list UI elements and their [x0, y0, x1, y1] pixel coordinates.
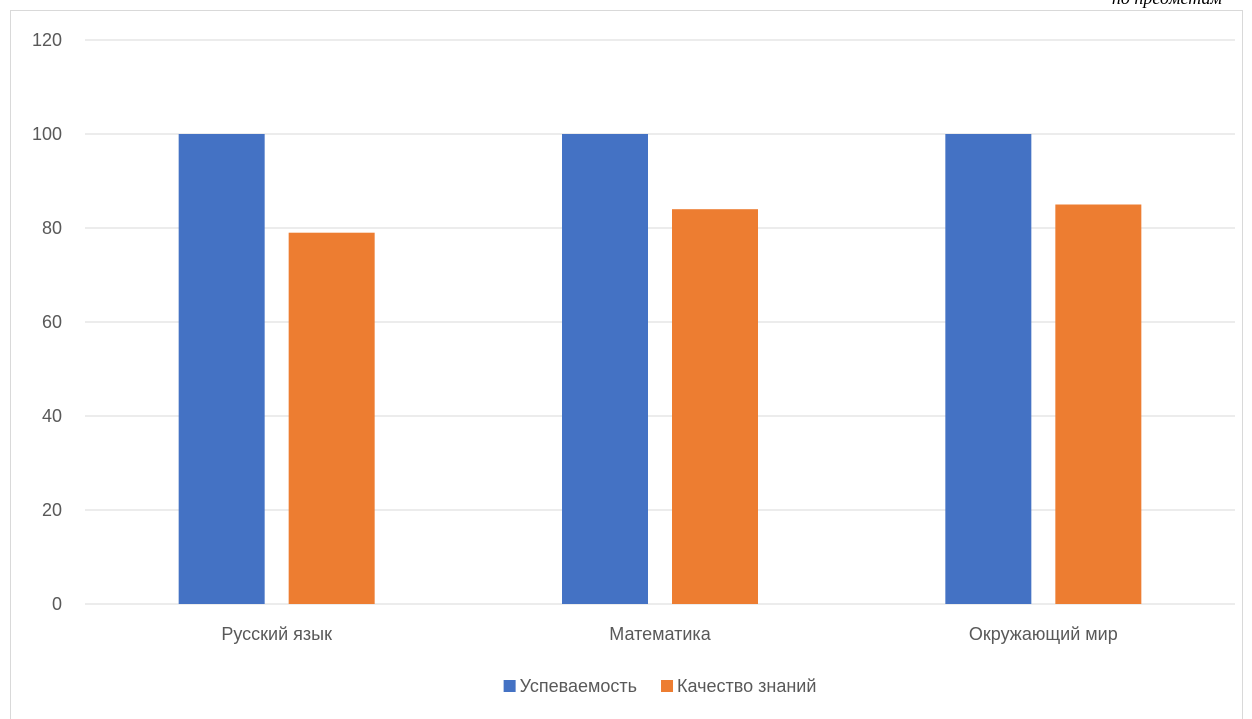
bar [562, 134, 648, 604]
bar [945, 134, 1032, 604]
annotation: по предметам [1112, 0, 1223, 8]
x-tick-label: Русский язык [221, 624, 332, 644]
y-tick-label: 20 [42, 500, 62, 520]
x-tick-label: Математика [609, 624, 711, 644]
y-tick-label: 0 [52, 594, 62, 614]
legend-item: Успеваемость [503, 676, 637, 696]
chart-border [10, 10, 1243, 719]
legend-swatch [661, 680, 674, 692]
y-tick-label: 120 [32, 30, 62, 50]
legend-label: Качество знаний [677, 676, 816, 696]
x-tick-label: Окружающий мир [969, 624, 1118, 644]
y-tick-label: 40 [42, 406, 62, 426]
y-tick-label: 100 [32, 124, 62, 144]
bar [672, 209, 758, 604]
legend-item: Качество знаний [661, 676, 816, 696]
y-tick-label: 60 [42, 312, 62, 332]
legend-swatch [503, 680, 516, 692]
y-tick-label: 80 [42, 218, 62, 238]
bar [288, 232, 375, 604]
legend-label: Успеваемость [520, 676, 637, 696]
bar [1055, 204, 1142, 604]
bar [178, 134, 265, 604]
